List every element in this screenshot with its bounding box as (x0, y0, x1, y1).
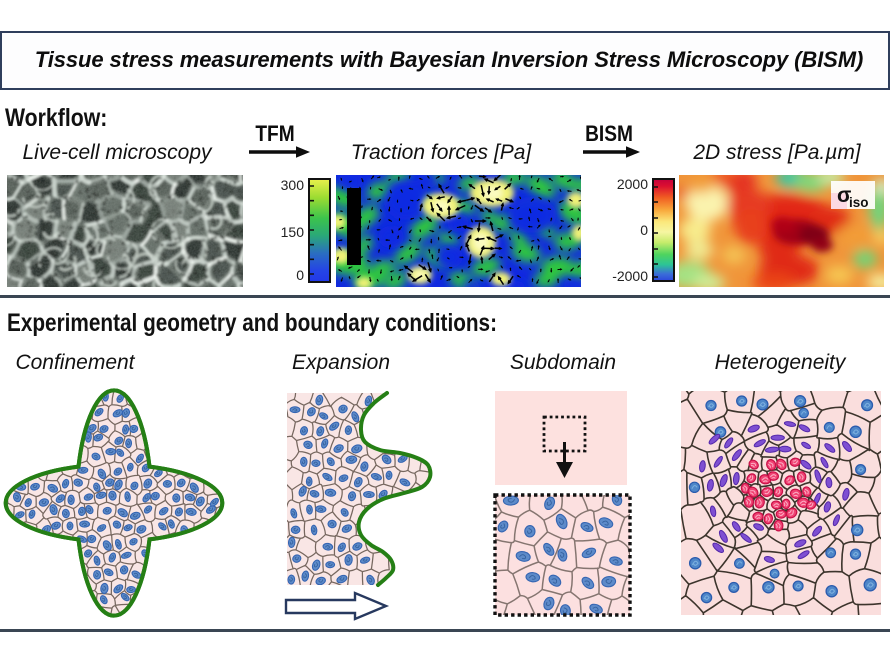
svg-text:iso: iso (849, 195, 869, 210)
svg-text:σ: σ (837, 184, 851, 207)
